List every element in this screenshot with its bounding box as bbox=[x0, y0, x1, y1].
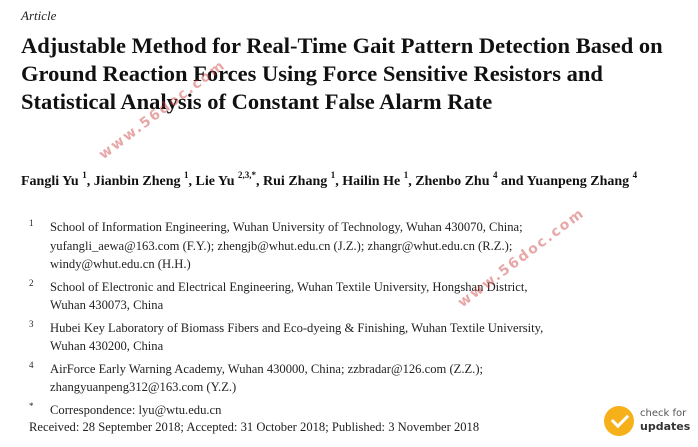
affiliation-mark: 3 bbox=[29, 318, 34, 329]
author-separator: , bbox=[256, 174, 264, 189]
author-name: Rui Zhang bbox=[263, 174, 328, 189]
author-affiliation-mark: 1 bbox=[330, 170, 336, 181]
author-name: Lie Yu bbox=[195, 174, 235, 189]
check-for-updates-badge[interactable]: check for updates bbox=[604, 404, 692, 440]
affiliation-line: yufangli_aewa@163.com (F.Y.); zhengjb@wh… bbox=[50, 238, 513, 253]
badge-circle bbox=[604, 406, 634, 436]
affiliation-line: Wuhan 430200, China bbox=[50, 339, 164, 353]
author-name: Zhenbo Zhu bbox=[415, 174, 490, 189]
affiliation-mark: 4 bbox=[29, 359, 34, 370]
author-affiliation-mark: 4 bbox=[632, 170, 638, 181]
author-separator: and bbox=[497, 174, 527, 189]
author-name: Jianbin Zheng bbox=[93, 174, 181, 189]
publication-dates: Received: 28 September 2018; Accepted: 3… bbox=[29, 420, 480, 434]
affiliation-line: Hubei Key Laboratory of Biomass Fibers a… bbox=[50, 320, 544, 335]
author-name: Hailin He bbox=[342, 174, 401, 189]
affiliation-line: zhangyuanpeng312@163.com (Y.Z.) bbox=[50, 380, 237, 394]
affiliation-line: School of Electronic and Electrical Engi… bbox=[50, 279, 528, 294]
author-name: Fangli Yu bbox=[21, 174, 79, 189]
author-separator: , bbox=[408, 174, 416, 189]
author-affiliation-mark: 2,3,* bbox=[238, 170, 257, 181]
author-affiliation-mark: 4 bbox=[493, 170, 498, 181]
check-icon bbox=[610, 409, 630, 429]
badge-text-check-for: check for bbox=[640, 408, 687, 419]
article-type-label: Article bbox=[21, 8, 57, 23]
affiliation-line: Correspondence: lyu@wtu.edu.cn bbox=[50, 402, 222, 417]
paper-title: Adjustable Method for Real-Time Gait Pat… bbox=[21, 33, 663, 114]
author-list: Fangli Yu 1, Jianbin Zheng 1, Lie Yu 2,3… bbox=[21, 170, 681, 192]
author-affiliation-mark: 1 bbox=[403, 170, 409, 181]
author-affiliation-mark: 1 bbox=[183, 170, 189, 181]
author-separator: , bbox=[335, 174, 343, 189]
author-name: Yuanpeng Zhang bbox=[526, 174, 630, 189]
affiliation-line: School of Information Engineering, Wuhan… bbox=[50, 220, 523, 234]
author-separator: , bbox=[188, 174, 196, 189]
affiliation-line: Wuhan 430073, China bbox=[50, 298, 164, 312]
badge-text-updates: updates bbox=[640, 420, 691, 433]
author-affiliation-mark: 1 bbox=[82, 170, 87, 181]
affiliation-mark: * bbox=[29, 400, 34, 411]
affiliation-mark: 1 bbox=[29, 218, 34, 228]
affiliation-line: AirForce Early Warning Academy, Wuhan 43… bbox=[50, 361, 484, 376]
affiliation-mark: 2 bbox=[29, 277, 34, 288]
affiliation-line: windy@whut.edu.cn (H.H.) bbox=[50, 257, 191, 271]
author-separator: , bbox=[86, 174, 94, 189]
